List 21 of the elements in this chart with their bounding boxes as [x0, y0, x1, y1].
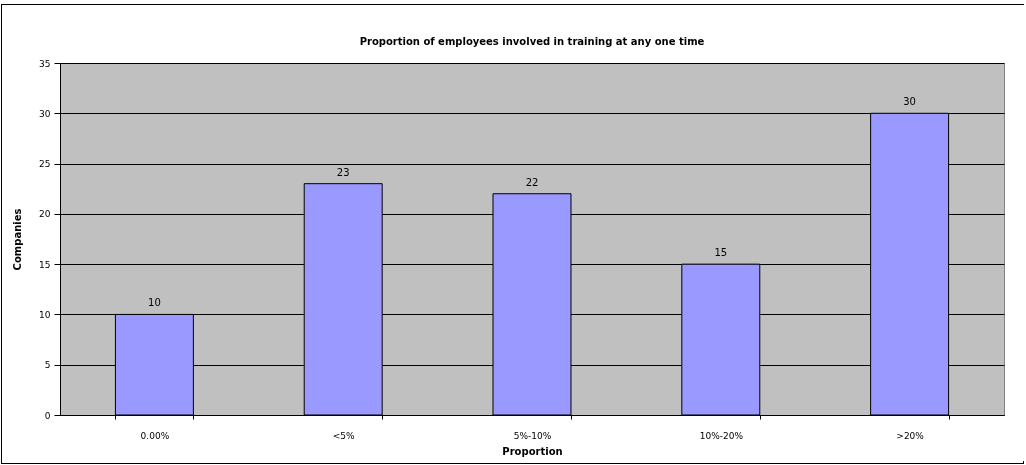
x-tick-label: <5%	[332, 430, 356, 441]
y-tick-label: 15	[39, 259, 51, 270]
x-tick-label: 10%-20%	[699, 430, 744, 441]
x-axis-title: Proportion	[502, 445, 563, 457]
y-tick-label: 20	[39, 209, 51, 220]
y-tick-label: 0	[44, 410, 51, 421]
data-label: 22	[525, 176, 539, 188]
y-axis-title: Companies	[12, 208, 24, 271]
data-label: 15	[714, 247, 728, 259]
data-label: 10	[148, 297, 161, 309]
y-tick-label: 5	[44, 360, 51, 371]
chart-title: Proportion of employees involved in training at any one time	[359, 36, 705, 47]
y-tick-label: 30	[39, 108, 51, 119]
y-tick-label: 25	[39, 159, 51, 170]
data-label: 30	[903, 96, 916, 108]
x-tick-label: 5%-10%	[513, 430, 552, 441]
y-tick-label: 35	[39, 58, 51, 69]
x-tick-label: >20%	[896, 430, 925, 441]
data-label: 23	[336, 166, 350, 178]
x-tick-label: 0.00%	[140, 430, 170, 441]
y-tick-label: 10	[39, 309, 51, 320]
